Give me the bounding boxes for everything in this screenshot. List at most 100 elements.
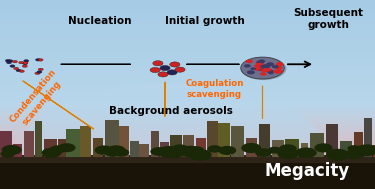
Circle shape <box>42 148 62 158</box>
Circle shape <box>13 67 19 70</box>
Bar <box>246 138 258 157</box>
Text: Coagulation
scavenging: Coagulation scavenging <box>185 79 244 99</box>
Circle shape <box>256 61 262 64</box>
Circle shape <box>107 145 125 155</box>
Circle shape <box>186 146 205 156</box>
Circle shape <box>167 70 177 75</box>
Bar <box>170 135 182 157</box>
Circle shape <box>94 145 113 155</box>
Circle shape <box>275 69 283 73</box>
Circle shape <box>218 146 236 155</box>
Circle shape <box>16 69 21 72</box>
Circle shape <box>189 149 212 161</box>
Bar <box>273 140 284 157</box>
Circle shape <box>255 148 272 157</box>
Circle shape <box>241 57 286 80</box>
Circle shape <box>12 60 18 63</box>
Text: Background aerosols: Background aerosols <box>109 106 232 115</box>
Circle shape <box>276 62 284 66</box>
Circle shape <box>160 65 170 71</box>
Text: Megacity: Megacity <box>265 162 350 180</box>
Circle shape <box>170 62 180 67</box>
Bar <box>354 132 363 157</box>
Bar <box>35 121 42 157</box>
Bar <box>151 131 159 157</box>
Circle shape <box>38 59 43 61</box>
Bar <box>140 144 148 157</box>
Bar <box>130 141 139 157</box>
Circle shape <box>261 69 268 72</box>
Bar <box>0 163 375 189</box>
Bar <box>340 141 352 157</box>
Bar <box>207 121 218 157</box>
Circle shape <box>268 72 274 74</box>
Circle shape <box>157 146 181 158</box>
Circle shape <box>105 150 120 157</box>
Bar <box>326 124 338 157</box>
Text: Initial growth: Initial growth <box>165 16 244 26</box>
Circle shape <box>153 61 163 66</box>
Circle shape <box>256 68 262 71</box>
Bar <box>80 126 91 157</box>
Circle shape <box>347 145 361 152</box>
Bar <box>160 142 169 157</box>
Bar <box>93 138 103 157</box>
Circle shape <box>272 65 279 68</box>
Text: Subsequent
growth: Subsequent growth <box>293 8 363 30</box>
Circle shape <box>36 59 40 61</box>
Bar <box>105 120 119 157</box>
Circle shape <box>158 72 168 77</box>
Circle shape <box>247 70 255 74</box>
Circle shape <box>172 144 188 152</box>
Circle shape <box>6 61 12 64</box>
Bar <box>301 143 309 157</box>
Circle shape <box>257 67 263 70</box>
Circle shape <box>258 65 265 68</box>
Circle shape <box>178 146 201 157</box>
Circle shape <box>10 65 15 67</box>
Circle shape <box>264 65 270 68</box>
Circle shape <box>241 57 284 79</box>
Bar <box>0 155 375 189</box>
Circle shape <box>175 67 185 72</box>
Circle shape <box>267 70 274 73</box>
Circle shape <box>266 62 274 66</box>
Bar <box>0 131 12 157</box>
Circle shape <box>241 143 261 153</box>
Bar <box>120 126 129 157</box>
Bar <box>373 145 375 157</box>
Circle shape <box>8 60 13 62</box>
Bar <box>231 125 244 157</box>
Bar <box>259 124 270 157</box>
Circle shape <box>256 63 263 66</box>
Circle shape <box>260 68 266 71</box>
Bar <box>44 139 57 157</box>
Bar <box>24 131 34 157</box>
Bar <box>183 135 194 157</box>
Circle shape <box>23 62 28 64</box>
Circle shape <box>260 65 266 68</box>
Circle shape <box>262 69 268 72</box>
Bar <box>196 138 206 157</box>
Circle shape <box>24 60 29 62</box>
Bar <box>13 144 22 157</box>
Circle shape <box>38 68 43 71</box>
Bar <box>66 129 80 157</box>
Bar <box>218 123 230 157</box>
Circle shape <box>254 67 261 71</box>
Circle shape <box>260 72 267 76</box>
Circle shape <box>251 67 256 70</box>
Circle shape <box>58 143 75 152</box>
Circle shape <box>275 66 282 70</box>
Circle shape <box>189 148 203 155</box>
Circle shape <box>37 71 42 73</box>
Circle shape <box>314 143 333 153</box>
Circle shape <box>277 148 299 159</box>
Circle shape <box>277 62 283 65</box>
Circle shape <box>22 62 28 65</box>
Circle shape <box>264 68 272 72</box>
Circle shape <box>258 60 265 63</box>
Circle shape <box>344 149 364 159</box>
Circle shape <box>5 59 10 62</box>
Circle shape <box>246 60 253 63</box>
